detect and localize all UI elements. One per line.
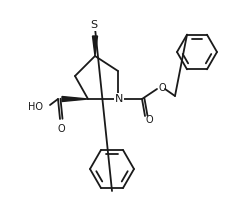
Polygon shape: [92, 36, 97, 56]
Text: S: S: [90, 20, 97, 30]
Text: O: O: [57, 124, 64, 134]
Polygon shape: [62, 96, 88, 102]
Text: HO: HO: [28, 102, 43, 112]
Text: N: N: [114, 94, 123, 104]
Text: O: O: [158, 83, 165, 93]
Text: O: O: [145, 115, 152, 125]
